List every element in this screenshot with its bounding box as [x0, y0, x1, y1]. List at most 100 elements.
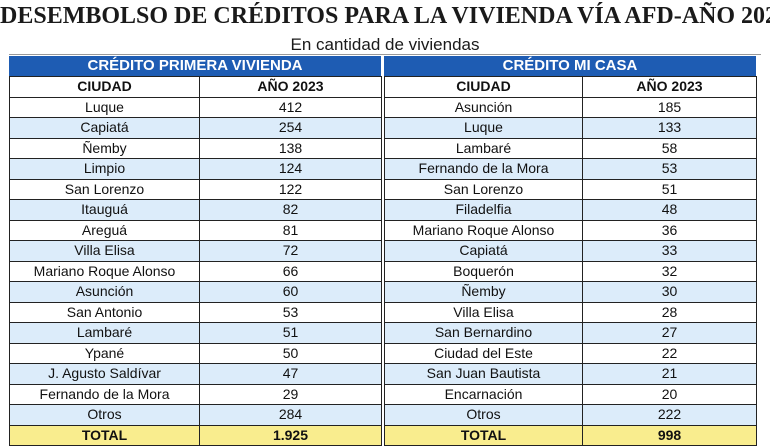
table-row: San Juan Bautista 21 [384, 363, 757, 385]
value-cell: 33 [582, 240, 757, 262]
table-header-row: CIUDAD AÑO 2023 [9, 76, 382, 98]
value-cell: 60 [199, 281, 382, 303]
table-row: Lambaré 58 [384, 137, 757, 159]
value-cell: 122 [199, 178, 382, 200]
city-cell: Mariano Roque Alonso [384, 219, 583, 241]
total-value: 998 [582, 424, 757, 446]
value-cell: 58 [582, 137, 757, 159]
total-label: TOTAL [9, 424, 200, 446]
value-cell: 81 [199, 219, 382, 241]
value-cell: 28 [582, 301, 757, 323]
value-cell: 30 [582, 281, 757, 303]
city-cell: Ñemby [9, 137, 200, 159]
table-row: Boquerón 32 [384, 260, 757, 282]
table-row: Areguá 81 [9, 219, 382, 241]
year-column-header: AÑO 2023 [582, 76, 757, 98]
city-cell: Otros [9, 404, 200, 426]
value-cell: 20 [582, 383, 757, 405]
total-value: 1.925 [199, 424, 382, 446]
table-row: Ciudad del Este 22 [384, 342, 757, 364]
table-row: J. Agusto Saldívar 47 [9, 363, 382, 385]
city-cell: Villa Elisa [384, 301, 583, 323]
primera-vivienda-heading: CRÉDITO PRIMERA VIVIENDA [9, 56, 381, 76]
city-cell: Asunción [9, 281, 200, 303]
table-row: Itauguá 82 [9, 199, 382, 221]
mi-casa-heading: CRÉDITO MI CASA [384, 56, 756, 76]
table-row: Fernando de la Mora 53 [384, 158, 757, 180]
mi-casa-rows: Asunción 185 Luque 133 Lambaré 58 Fernando de … [384, 96, 757, 426]
primera-vivienda-rows: Luque 412 Capiatá 254 Ñemby 138 Limpio 124 San L… [9, 96, 382, 426]
city-cell: Luque [9, 96, 200, 118]
city-cell: Boquerón [384, 260, 583, 282]
total-row: TOTAL 1.925 [9, 424, 382, 446]
city-cell: Otros [384, 404, 583, 426]
city-cell: Fernando de la Mora [384, 158, 583, 180]
table-row: Filadelfia 48 [384, 199, 757, 221]
city-cell: Lambaré [384, 137, 583, 159]
table-row: Ñemby 30 [384, 281, 757, 303]
city-cell: J. Agusto Saldívar [9, 363, 200, 385]
table-row: San Bernardino 27 [384, 322, 757, 344]
value-cell: 133 [582, 117, 757, 139]
value-cell: 412 [199, 96, 382, 118]
value-cell: 47 [199, 363, 382, 385]
city-column-header: CIUDAD [9, 76, 200, 98]
table-row: Mariano Roque Alonso 36 [384, 219, 757, 241]
table-row: Asunción 60 [9, 281, 382, 303]
value-cell: 51 [582, 178, 757, 200]
total-label: TOTAL [384, 424, 583, 446]
mi-casa-table: CIUDAD AÑO 2023 Asunción 185 Luque 133 Lamba… [384, 76, 757, 446]
value-cell: 53 [582, 158, 757, 180]
primera-vivienda-panel: CRÉDITO PRIMERA VIVIENDA CIUDAD AÑO 2023… [9, 56, 382, 446]
table-row: Otros 222 [384, 404, 757, 426]
value-cell: 32 [582, 260, 757, 282]
value-cell: 29 [199, 383, 382, 405]
value-cell: 21 [582, 363, 757, 385]
table-row: San Antonio 53 [9, 301, 382, 323]
value-cell: 222 [582, 404, 757, 426]
city-cell: Villa Elisa [9, 240, 200, 262]
city-cell: Filadelfia [384, 199, 583, 221]
table-row: Limpio 124 [9, 158, 382, 180]
table-row: Villa Elisa 28 [384, 301, 757, 323]
primera-vivienda-table: CIUDAD AÑO 2023 Luque 412 Capiatá 254 Ñemby 1… [9, 76, 382, 446]
value-cell: 254 [199, 117, 382, 139]
value-cell: 51 [199, 322, 382, 344]
city-cell: Encarnación [384, 383, 583, 405]
table-row: Capiatá 254 [9, 117, 382, 139]
value-cell: 22 [582, 342, 757, 364]
city-cell: Ciudad del Este [384, 342, 583, 364]
page-subtitle: En cantidad de viviendas [290, 35, 480, 54]
city-cell: San Bernardino [384, 322, 583, 344]
value-cell: 72 [199, 240, 382, 262]
city-cell: Capiatá [384, 240, 583, 262]
value-cell: 66 [199, 260, 382, 282]
mi-casa-panel: CRÉDITO MI CASA CIUDAD AÑO 2023 Asunción… [384, 56, 757, 446]
year-column-header: AÑO 2023 [199, 76, 382, 98]
city-cell: San Juan Bautista [384, 363, 583, 385]
value-cell: 124 [199, 158, 382, 180]
city-cell: San Lorenzo [384, 178, 583, 200]
table-row: Lambaré 51 [9, 322, 382, 344]
table-row: Mariano Roque Alonso 66 [9, 260, 382, 282]
table-row: Ñemby 138 [9, 137, 382, 159]
city-column-header: CIUDAD [384, 76, 583, 98]
value-cell: 48 [582, 199, 757, 221]
divider [9, 54, 761, 55]
value-cell: 50 [199, 342, 382, 364]
value-cell: 36 [582, 219, 757, 241]
page-title: DESEMBOLSO DE CRÉDITOS PARA LA VIVIENDA … [0, 3, 770, 29]
city-cell: San Antonio [9, 301, 200, 323]
table-row: Fernando de la Mora 29 [9, 383, 382, 405]
table-row: San Lorenzo 122 [9, 178, 382, 200]
total-row: TOTAL 998 [384, 424, 757, 446]
table-row: Encarnación 20 [384, 383, 757, 405]
city-cell: Ñemby [384, 281, 583, 303]
value-cell: 82 [199, 199, 382, 221]
table-row: Luque 412 [9, 96, 382, 118]
city-cell: Ypané [9, 342, 200, 364]
city-cell: Fernando de la Mora [9, 383, 200, 405]
city-cell: Luque [384, 117, 583, 139]
city-cell: San Lorenzo [9, 178, 200, 200]
table-header-row: CIUDAD AÑO 2023 [384, 76, 757, 98]
